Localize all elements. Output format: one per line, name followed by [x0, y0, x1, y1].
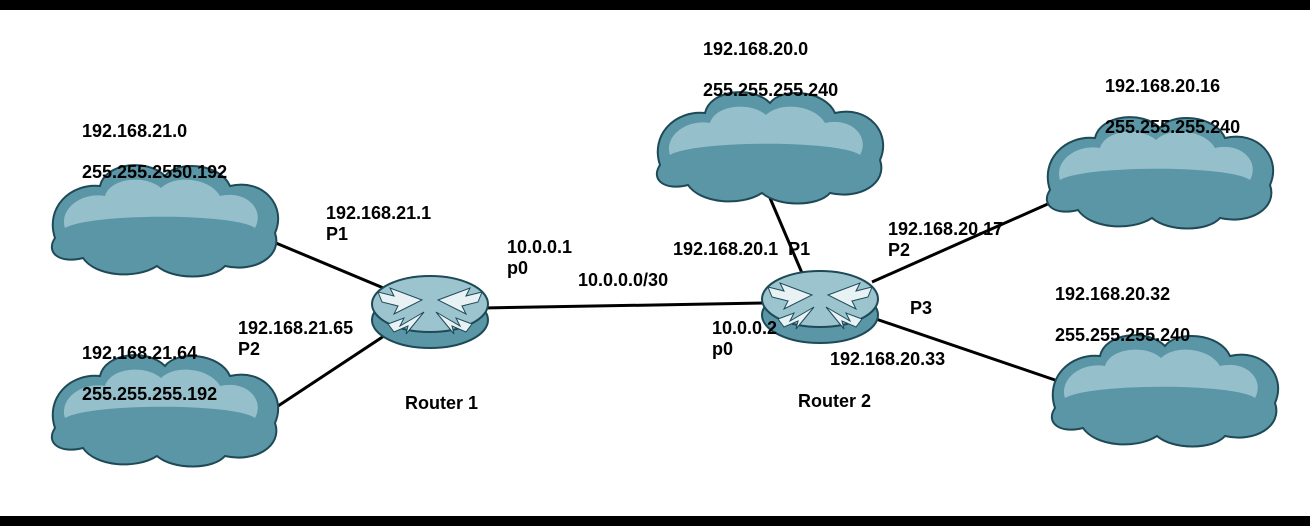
bottom-bar [0, 516, 1310, 526]
r2-p3-ip-label: 192.168.20.33 [830, 349, 945, 370]
r1-p0-ip-label: 10.0.0.1 p0 [507, 237, 572, 278]
r2-p2-label: 192.168.20.17 P2 [888, 219, 1003, 260]
cloud-c3-label: 192.168.20.0 255.255.255.240 [693, 18, 838, 101]
cloud-c3 [657, 92, 883, 203]
top-bar [0, 0, 1310, 10]
cloud-c2-label: 192.168.21.64 255.255.255.192 [72, 322, 217, 405]
cloud-c5-net: 192.168.20.32 [1055, 284, 1170, 304]
router1-name: Router 1 [405, 393, 478, 414]
r1-p2-label: 192.168.21.65 P2 [238, 318, 353, 359]
router-1 [372, 276, 488, 348]
router2-name: Router 2 [798, 391, 871, 412]
cloud-c5 [1052, 335, 1278, 446]
cloud-c1-mask: 255.255.2550.192 [82, 162, 227, 182]
diagram-canvas: { "bars": { "top": { "y": 0, "h": 10, "c… [0, 0, 1310, 526]
link-r1-r2 [483, 303, 766, 308]
cloud-c5-mask: 255.255.255.240 [1055, 325, 1190, 345]
cloud-c1-label: 192.168.21.0 255.255.2550.192 [72, 100, 227, 183]
r2-p1-label: 192.168.20.1 P1 [673, 239, 810, 260]
r2-p0-ip-label: 10.0.0.2 p0 [712, 318, 777, 359]
cloud-c2-net: 192.168.21.64 [82, 343, 197, 363]
r2-p3-label: P3 [910, 298, 932, 319]
cloud-c1-net: 192.168.21.0 [82, 121, 187, 141]
cloud-c2-mask: 255.255.255.192 [82, 384, 217, 404]
link-net-label: 10.0.0.0/30 [578, 270, 668, 291]
router-2 [762, 271, 878, 343]
cloud-c4-net: 192.168.20.16 [1105, 76, 1220, 96]
cloud-c3-net: 192.168.20.0 [703, 39, 808, 59]
link-c3-r2 [770, 198, 802, 273]
cloud-c4-label: 192.168.20.16 255.255.255.240 [1095, 55, 1240, 138]
cloud-c5-label: 192.168.20.32 255.255.255.240 [1045, 263, 1190, 346]
cloud-c3-mask: 255.255.255.240 [703, 80, 838, 100]
r1-p1-label: 192.168.21.1 P1 [326, 203, 431, 244]
cloud-c4-mask: 255.255.255.240 [1105, 117, 1240, 137]
